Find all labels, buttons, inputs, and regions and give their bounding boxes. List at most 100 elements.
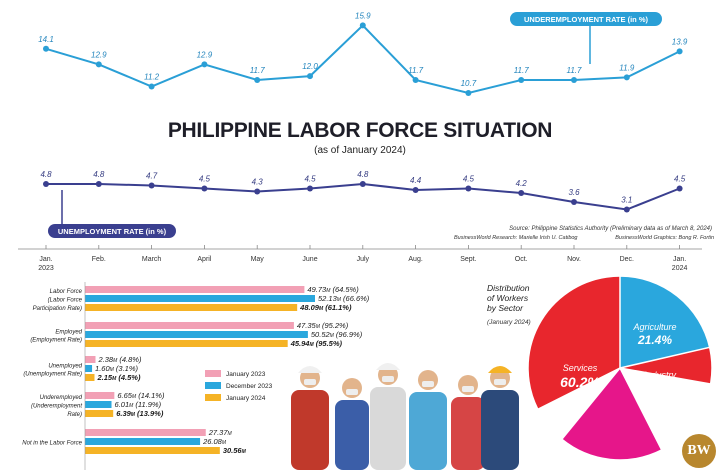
underemployment-point [676,48,683,55]
worker-mask [462,386,474,392]
bar-value-label: 50.52M (96.9%) [311,330,363,339]
unemployment-value-label: 4.3 [252,178,264,187]
worker-mask [494,379,506,385]
unemployment-point [465,185,472,192]
worker-body [451,397,485,470]
underemployment-point [43,45,49,52]
pie-slice-value: 18.4% [643,381,677,395]
bar-value-label: 6.01M (11.9%) [115,400,162,409]
unemployment-point [359,181,366,187]
legend-swatch [205,382,221,389]
legend-swatch [205,394,221,401]
legend-label: January 2023 [226,371,266,378]
credits-research: BusinessWorld Research: Marielle Irish U… [454,235,578,241]
x-tick-label: May [251,256,265,263]
bar-category-label: Employed [55,329,82,335]
worker-hardhat [376,363,400,370]
worker-body [335,400,369,470]
pie-slice-name: Industry [644,370,677,380]
x-tick-label: Nov. [567,256,581,263]
underemployment-value-label: 15.9 [355,11,371,20]
bar [85,356,96,363]
bar [85,295,315,302]
source-note: Source: Philippine Statistics Authority … [509,226,712,232]
underemployment-point [359,22,366,29]
legend-label: December 2023 [226,383,273,390]
worker-mask [422,381,434,387]
bar-value-label: 2.15M (4.5%) [96,373,140,382]
underemployment-point [307,73,313,80]
underemployment-value-label: 10.7 [461,79,477,88]
underemployment-value-label: 12.9 [91,50,107,59]
bar-value-label: 45.94M (95.5%) [290,339,343,348]
unemployment-value-label: 4.2 [516,179,528,188]
underemployment-value-label: 11.2 [144,73,160,82]
bar-value-label: 30.56M [223,446,247,455]
underemployment-line [45,23,681,95]
x-tick-label: Oct. [515,256,528,263]
bar [85,429,206,436]
unemployment-point [148,182,155,189]
bar-category-label: Labor Force [50,289,83,295]
bar [85,401,112,408]
x-tick-label: June [302,256,317,263]
x-tick-label: March [142,256,162,263]
pie-slice-name: Services [563,363,598,373]
pie-slice [619,275,711,369]
bw-logo: BW [682,434,716,468]
underemployment-point [201,61,208,68]
bar-value-label: 47.35M (95.2%) [297,321,349,330]
pie-slice-value: 21.4% [637,333,672,347]
bar-value-label: 49.73M (64.5%) [307,285,359,294]
underemployment-value-label: 11.7 [250,66,266,75]
x-tick-label: Feb. [92,256,106,263]
pie-slice-value: 60.2% [560,374,600,390]
bar-value-label: 52.13M (66.6%) [318,294,370,303]
underemployment-value-label: 11.7 [408,66,424,75]
bar-value-label: 26.08M [202,437,227,446]
unemployment-point [307,185,313,192]
bar [85,340,288,347]
unemployment-point [571,199,577,205]
x-tick-label: July [357,256,370,263]
unemployment-line [46,182,680,211]
bar-value-label: 6.65M (14.1%) [117,391,165,400]
bar-category-label: Participation Rate) [33,306,82,312]
unemployment-point [412,187,419,193]
unemployment-value-label: 4.8 [93,170,105,179]
pie-slice-name: Agriculture [632,322,676,332]
bar [85,322,294,329]
underemployment-value-label: 12.9 [197,50,213,59]
worker-mask [304,379,316,385]
underemployment-point [623,74,630,81]
x-tick-label: Dec. [620,256,634,263]
bar-value-label: 1.60M (3.1%) [95,364,138,373]
worker-body [370,387,406,470]
bar [85,392,115,399]
worker-body [481,390,519,470]
worker-mask [346,389,358,395]
page-subtitle: (as of January 2024) [314,145,406,156]
x-tick-label: April [197,256,211,263]
unemployment-point [43,181,49,187]
unemployment-value-label: 4.5 [463,175,475,184]
bar-category-label: Not in the Labor Force [22,441,82,447]
bar-category-label: Underemployed [40,395,83,401]
underemployment-value-label: 14.1 [38,35,54,44]
bar-category-label: Rate) [67,412,82,418]
bar-category-label: Unemployed [48,363,82,369]
workers-illustration [291,363,519,470]
unemployment-point [254,188,261,195]
x-tick-label: Jan. [673,256,686,263]
bar-value-label: 6.39M (13.9%) [116,409,164,418]
underemployment-value-label: 11.7 [567,66,583,75]
underemployment-title: UNDEREMPLOYMENT RATE (in %) [524,15,649,24]
legend-swatch [205,370,221,377]
bar-category-label: (Employment Rate) [30,338,82,344]
bar-category-label: (Labor Force [48,298,83,304]
underemployment-value-label: 11.9 [619,63,635,72]
bar [85,331,308,338]
bar-value-label: 48.09M (61.1%) [299,303,352,312]
x-tick-label: Sept. [460,256,476,263]
underemployment-title-pill [510,12,662,26]
